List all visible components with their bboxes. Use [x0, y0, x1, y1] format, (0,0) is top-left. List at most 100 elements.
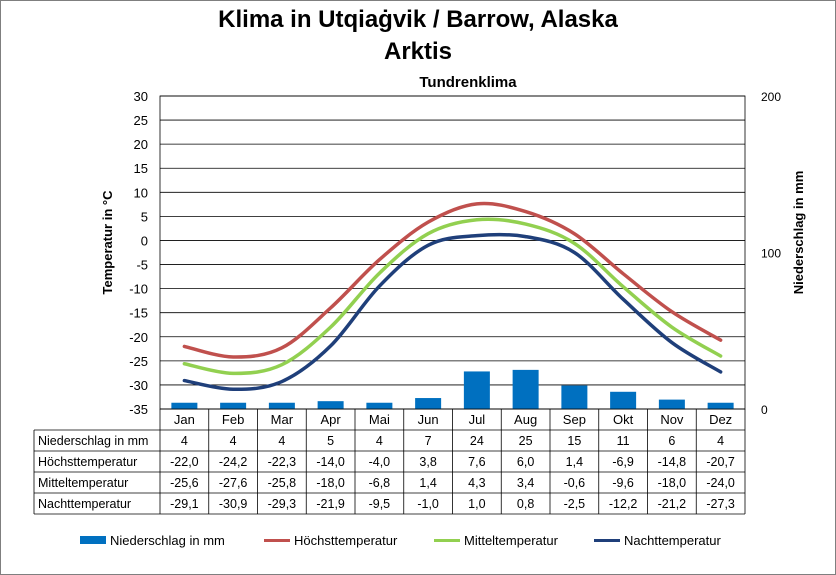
y-tick-label-left: -10: [129, 282, 148, 297]
data-label: 4: [181, 434, 188, 448]
chart-title-line2: Arktis: [383, 38, 453, 65]
data-label: -27,3: [706, 497, 735, 511]
y-tick-label-left: 10: [134, 185, 148, 200]
x-tick-label: Sep: [563, 412, 586, 427]
table-row-label: Nachttemperatur: [38, 497, 131, 511]
data-label: -18,0: [658, 476, 687, 490]
legend-swatch: [594, 538, 620, 542]
data-label: -2,5: [564, 497, 586, 511]
y-tick-label-left: 0: [141, 233, 148, 248]
data-label: 7: [425, 434, 432, 448]
series-line: [182, 232, 723, 392]
data-label: -20,7: [706, 455, 735, 469]
x-tick-label: Jul: [469, 412, 486, 427]
bar: [707, 402, 734, 409]
bar: [463, 371, 490, 409]
y-tick-label-left: 25: [134, 113, 148, 128]
data-label: -27,6: [219, 476, 248, 490]
y-tick-label-left: -30: [129, 378, 148, 393]
bar: [317, 401, 344, 409]
y-tick-label-left: -20: [129, 330, 148, 345]
y-axis-label-left: Temperatur in °C: [100, 190, 115, 295]
data-label: 0,8: [517, 497, 534, 511]
data-label: 4: [278, 434, 285, 448]
bar: [268, 402, 295, 409]
data-label: -6,9: [612, 455, 634, 469]
x-tick-label: Apr: [321, 412, 342, 427]
data-label: 4: [230, 434, 237, 448]
data-label: 4,3: [468, 476, 485, 490]
data-label: -18,0: [316, 476, 345, 490]
y-axis-label-right: Niederschlag in mm: [791, 171, 806, 295]
x-tick-label: Aug: [514, 412, 537, 427]
y-tick-label-right: 200: [761, 90, 781, 104]
data-label: -22,3: [268, 455, 297, 469]
y-tick-label-left: -15: [129, 306, 148, 321]
y-tick-label-left: -5: [136, 258, 148, 273]
data-label: 15: [567, 434, 581, 448]
legend-item: Höchsttemperatur: [264, 530, 397, 550]
data-label: 11: [617, 434, 630, 448]
legend-swatch: [264, 538, 290, 542]
data-label: 1,4: [419, 476, 436, 490]
data-label: 3,8: [419, 455, 436, 469]
x-tick-label: Okt: [613, 412, 634, 427]
data-label: -25,8: [268, 476, 297, 490]
chart-title: Klima in Utqiaġvik / Barrow, Alaska: [218, 6, 618, 33]
data-label: -25,6: [170, 476, 199, 490]
data-label: 6,0: [517, 455, 534, 469]
data-label: -21,9: [316, 497, 345, 511]
x-tick-label: Jan: [174, 412, 195, 427]
data-label: 1,4: [566, 455, 583, 469]
data-label: -30,9: [219, 497, 248, 511]
bar: [366, 402, 393, 409]
bar: [415, 398, 442, 409]
x-tick-label: Jun: [418, 412, 439, 427]
data-label: -12,2: [609, 497, 638, 511]
x-tick-label: Mai: [369, 412, 390, 427]
data-label: -24,2: [219, 455, 248, 469]
plot-border: [159, 95, 746, 410]
data-label: -22,0: [170, 455, 199, 469]
y-tick-label-left: 15: [134, 161, 148, 176]
legend-item: Mitteltemperatur: [434, 530, 558, 550]
data-label: 5: [327, 434, 334, 448]
data-label: 4: [717, 434, 724, 448]
data-label: 3,4: [517, 476, 534, 490]
x-tick-label: Mar: [271, 412, 294, 427]
bar: [610, 391, 637, 409]
y-tick-label-right: 100: [761, 247, 781, 261]
y-tick-label-left: 30: [134, 89, 148, 104]
y-tick-label-left: -25: [129, 354, 148, 369]
bar: [171, 402, 198, 409]
bar: [561, 385, 588, 409]
data-label: -1,0: [417, 497, 439, 511]
data-label: 7,6: [468, 455, 485, 469]
legend-item: Nachttemperatur: [594, 530, 721, 550]
legend-item: Niederschlag in mm: [80, 530, 225, 550]
x-tick-label: Feb: [222, 412, 244, 427]
legend-label: Nachttemperatur: [624, 532, 721, 548]
bar: [658, 399, 685, 409]
data-label: -29,1: [170, 497, 199, 511]
legend-swatch: [434, 538, 460, 542]
legend: Niederschlag in mm Höchsttemperatur Mittel…: [80, 530, 780, 550]
legend-swatch: [80, 536, 106, 544]
data-label: -0,6: [564, 476, 586, 490]
x-tick-label: Dez: [709, 412, 732, 427]
table-row-label: Höchsttemperatur: [38, 455, 137, 469]
bar: [512, 369, 539, 409]
series-line: [182, 201, 723, 359]
data-label: -21,2: [658, 497, 687, 511]
legend-label: Höchsttemperatur: [294, 532, 398, 548]
data-label: -9,5: [369, 497, 391, 511]
data-label: -14,0: [316, 455, 345, 469]
table-row-label: Niederschlag in mm: [38, 434, 148, 448]
data-label: -4,0: [369, 455, 391, 469]
chart-subtitle: Tundrenklima: [419, 74, 517, 91]
data-label: -6,8: [369, 476, 391, 490]
data-label: 25: [519, 434, 533, 448]
data-label: 4: [376, 434, 383, 448]
y-tick-label-left: -35: [129, 402, 148, 417]
